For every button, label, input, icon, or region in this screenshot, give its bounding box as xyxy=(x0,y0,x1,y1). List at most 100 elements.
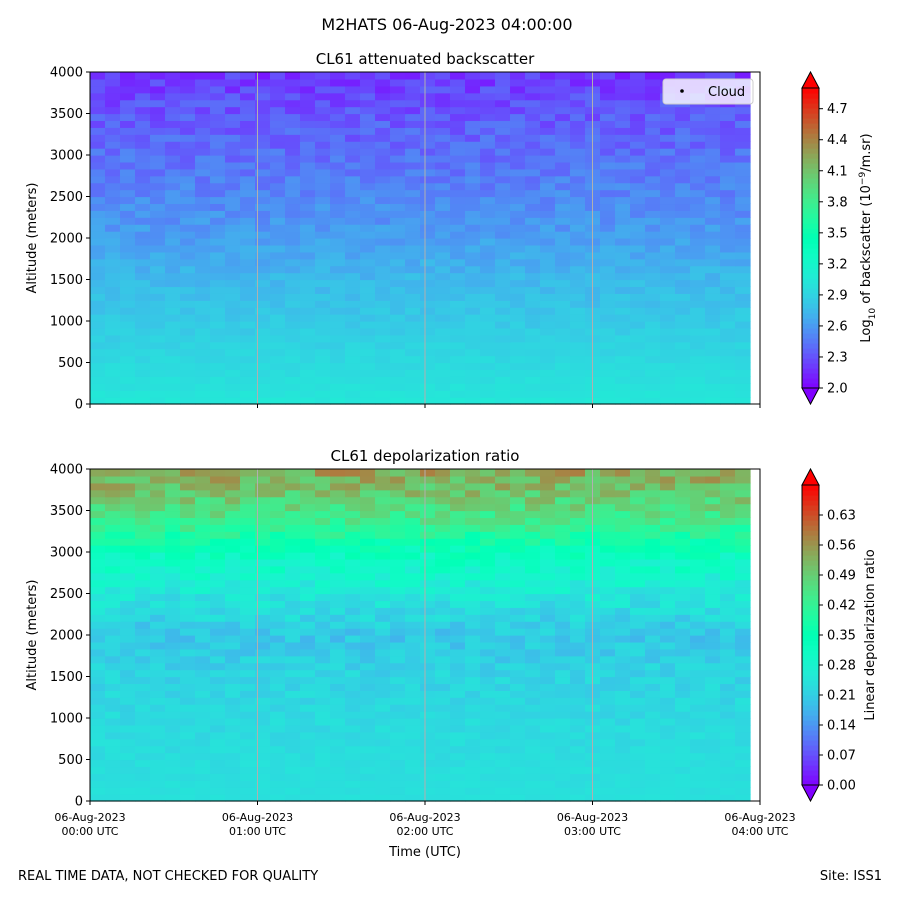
heatmap-cell xyxy=(330,196,346,205)
heatmap-cell xyxy=(240,718,256,726)
heatmap-cell xyxy=(255,362,271,371)
heatmap-cell xyxy=(495,565,511,574)
heatmap-cell xyxy=(90,355,106,364)
heatmap-cell xyxy=(360,565,376,574)
heatmap-cell xyxy=(150,704,166,712)
heatmap-cell xyxy=(135,355,151,364)
heatmap-cell xyxy=(270,334,286,343)
heatmap-cell xyxy=(105,510,121,519)
heatmap-cell xyxy=(690,175,706,184)
y-tick-label: 500 xyxy=(58,753,83,768)
heatmap-cell xyxy=(225,106,241,115)
heatmap-cell xyxy=(570,72,586,80)
heatmap-cell xyxy=(615,134,631,142)
heatmap-cell xyxy=(465,168,481,177)
heatmap-cell xyxy=(645,496,661,505)
colorbar-segment xyxy=(802,730,819,736)
heatmap-cell xyxy=(645,334,661,343)
heatmap-cell xyxy=(210,565,226,574)
heatmap-cell xyxy=(540,766,556,774)
heatmap-cell xyxy=(600,718,616,726)
y-tick-label: 1000 xyxy=(50,315,83,330)
x-tick-time-label: 00:00 UTC xyxy=(61,825,118,838)
heatmap-cell xyxy=(570,244,586,253)
heatmap-cell xyxy=(120,676,136,685)
heatmap-cell xyxy=(300,210,316,218)
heatmap-cell xyxy=(270,327,286,336)
heatmap-cell xyxy=(555,787,571,795)
heatmap-cell xyxy=(150,99,166,108)
heatmap-cell xyxy=(570,293,586,301)
heatmap-cell xyxy=(735,600,751,608)
heatmap-cell xyxy=(285,669,301,678)
heatmap-cell xyxy=(90,148,106,156)
heatmap-cell xyxy=(630,321,646,329)
heatmap-cell xyxy=(525,99,541,108)
heatmap-cell xyxy=(300,690,316,698)
heatmap-cell xyxy=(225,600,241,608)
heatmap-cell xyxy=(510,697,526,705)
heatmap-cell xyxy=(420,99,436,108)
heatmap-cell xyxy=(135,334,151,343)
heatmap-cell xyxy=(645,341,661,350)
heatmap-cell xyxy=(420,621,436,629)
heatmap-cell xyxy=(345,134,361,142)
colorbar-segment xyxy=(802,93,819,99)
heatmap-cell xyxy=(120,300,136,308)
heatmap-cell xyxy=(360,217,376,225)
heatmap-cell xyxy=(120,794,136,802)
heatmap-cell xyxy=(330,127,346,135)
heatmap-cell xyxy=(150,510,166,519)
heatmap-cell xyxy=(450,475,466,484)
heatmap-cell xyxy=(630,155,646,163)
heatmap-cell xyxy=(675,752,691,761)
heatmap-cell xyxy=(495,773,511,781)
heatmap-cell xyxy=(735,168,751,177)
heatmap-cell xyxy=(510,334,526,343)
heatmap-cell xyxy=(315,92,331,101)
heatmap-cell xyxy=(285,690,301,698)
heatmap-cell xyxy=(105,496,121,505)
heatmap-cell xyxy=(150,217,166,225)
heatmap-cell xyxy=(120,683,136,691)
heatmap-cell xyxy=(630,482,646,491)
heatmap-cell xyxy=(105,586,121,595)
heatmap-cell xyxy=(495,148,511,156)
heatmap-cell xyxy=(630,168,646,177)
heatmap-cell xyxy=(735,648,751,657)
heatmap-cell xyxy=(210,72,226,80)
heatmap-cell xyxy=(345,92,361,101)
heatmap-cell xyxy=(90,189,106,198)
heatmap-cell xyxy=(120,669,136,678)
heatmap-cell xyxy=(465,224,481,232)
heatmap-cell xyxy=(345,704,361,712)
heatmap-cell xyxy=(195,72,211,80)
heatmap-cell xyxy=(165,300,181,308)
heatmap-cell xyxy=(495,362,511,371)
heatmap-cell xyxy=(675,794,691,802)
heatmap-cell xyxy=(540,496,556,505)
heatmap-cell xyxy=(255,641,271,650)
heatmap-cell xyxy=(570,217,586,225)
heatmap-cell xyxy=(270,655,286,664)
heatmap-cell xyxy=(90,648,106,657)
heatmap-cell xyxy=(645,648,661,657)
heatmap-cell xyxy=(240,390,256,398)
heatmap-cell xyxy=(360,759,376,768)
heatmap-cell xyxy=(165,390,181,398)
heatmap-cell xyxy=(225,148,241,156)
heatmap-cell xyxy=(450,621,466,629)
heatmap-cell xyxy=(195,469,211,477)
heatmap-cell xyxy=(630,196,646,205)
heatmap-cell xyxy=(360,210,376,218)
heatmap-cell xyxy=(255,752,271,761)
heatmap-cell xyxy=(540,265,556,274)
heatmap-cell xyxy=(210,265,226,274)
heatmap-cell xyxy=(735,510,751,519)
colorbar-segment xyxy=(802,183,819,189)
heatmap-cell xyxy=(300,558,316,567)
heatmap-cell xyxy=(615,724,631,733)
heatmap-cell xyxy=(420,545,436,553)
heatmap-cell xyxy=(495,545,511,553)
heatmap-cell xyxy=(330,203,346,211)
